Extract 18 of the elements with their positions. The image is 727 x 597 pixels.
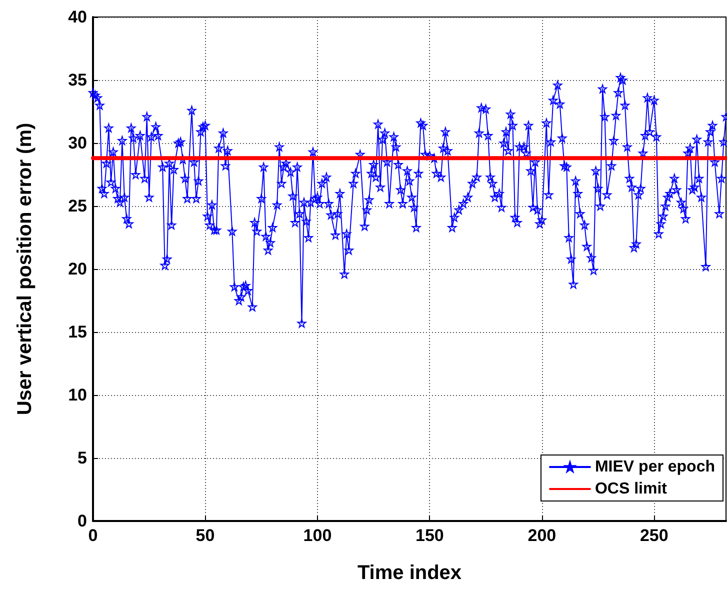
y-tick-label: 5 bbox=[78, 448, 87, 468]
x-tick-label: 250 bbox=[640, 526, 668, 545]
y-tick-label: 20 bbox=[68, 260, 87, 278]
y-tick-label: 15 bbox=[68, 322, 87, 342]
y-tick-label: 35 bbox=[68, 70, 87, 90]
y-tick-label: 10 bbox=[68, 386, 87, 404]
y-tick-label: 30 bbox=[68, 134, 87, 152]
x-axis-title: Time index bbox=[357, 562, 462, 584]
legend-label: OCS limit bbox=[594, 480, 668, 498]
y-axis-title: User vertical position error (m) bbox=[14, 122, 36, 416]
y-tick-label: 40 bbox=[68, 8, 87, 26]
y-tick-label: 25 bbox=[68, 196, 87, 216]
legend-label: MIEV per epoch bbox=[594, 458, 716, 476]
y-tick-label: 0 bbox=[78, 512, 87, 530]
x-tick-label: 100 bbox=[303, 526, 332, 545]
x-tick-label: 150 bbox=[416, 526, 444, 545]
x-tick-label: 50 bbox=[196, 526, 215, 545]
x-tick-label: 200 bbox=[528, 526, 556, 545]
